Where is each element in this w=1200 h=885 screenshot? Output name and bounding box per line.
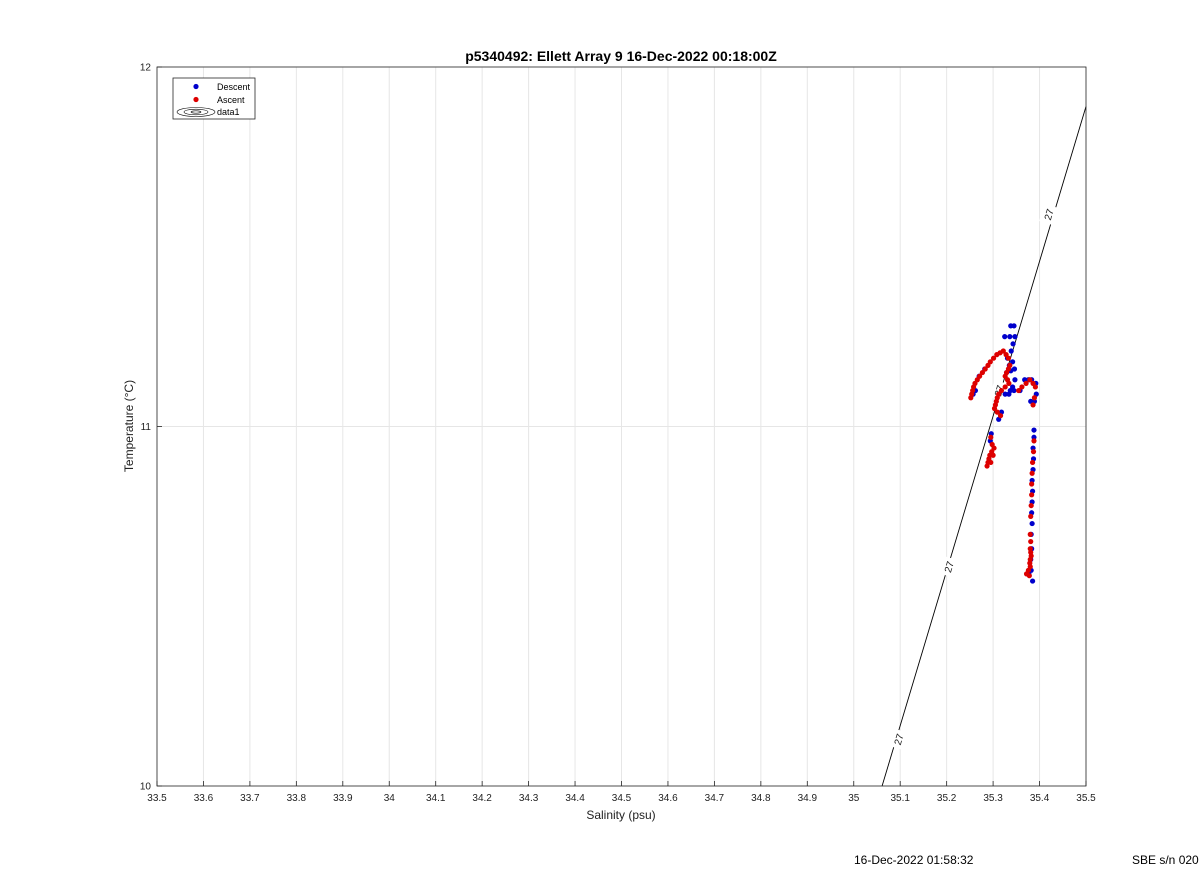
ascent-point — [1028, 502, 1034, 509]
ascent-point — [1028, 538, 1034, 545]
x-tick-label: 33.6 — [194, 793, 214, 804]
contour-label-bg — [939, 556, 958, 578]
ascent-point — [1027, 531, 1033, 537]
ascent-point — [994, 409, 1000, 415]
x-tick-label: 35.1 — [890, 793, 910, 804]
x-tick-label: 34.5 — [612, 793, 632, 804]
ascent-point — [1016, 387, 1022, 394]
y-tick-label: 12 — [140, 63, 152, 74]
descent-point — [1011, 323, 1017, 329]
x-tick-label: 34.3 — [519, 793, 539, 804]
ascent-point — [997, 413, 1004, 419]
x-tick-label: 34.7 — [705, 793, 725, 804]
legend-descent-marker — [193, 83, 199, 90]
x-tick-label: 33.5 — [147, 793, 167, 804]
legend-data1-label: data1 — [217, 107, 240, 117]
grid — [156, 66, 1087, 787]
ascent-point — [1031, 395, 1038, 401]
legend: Descent Ascent data1 — [172, 77, 256, 120]
x-tick-label: 35.3 — [983, 793, 1003, 804]
ascent-point — [988, 434, 994, 440]
ascent-point — [1006, 380, 1012, 386]
x-tick-label: 35.5 — [1076, 793, 1096, 804]
contour-label: 27 — [893, 732, 907, 746]
ascent-point — [1002, 384, 1008, 390]
x-tick-label: 35 — [848, 793, 860, 804]
descent-point — [1002, 334, 1008, 340]
contour-label-bg — [889, 728, 908, 750]
descent-point — [1008, 348, 1014, 354]
x-axis-ticks: 33.5 33.6 33.7 33.8 33.9 34 34.1 34.2 34.3 34.4 34… — [147, 781, 1096, 804]
descent-point — [1029, 578, 1036, 584]
x-tick-label: 33.8 — [287, 793, 307, 804]
legend-box — [172, 77, 256, 120]
ascent-point — [1029, 470, 1035, 476]
ascent-point — [1028, 513, 1034, 519]
ascent-point — [990, 355, 997, 361]
descent-point — [1012, 377, 1018, 383]
y-tick-label: 11 — [141, 422, 152, 433]
ascent-point — [998, 387, 1005, 394]
x-tick-label: 35.2 — [937, 793, 957, 804]
descent-point — [1031, 427, 1037, 433]
y-axis-ticks: 10 11 12 — [140, 63, 162, 793]
x-tick-label: 34 — [384, 793, 396, 804]
y-tick-label: 10 — [140, 782, 152, 793]
ascent-point — [991, 405, 998, 412]
ascent-point — [1029, 492, 1035, 498]
footer-timestamp: 16-Dec-2022 01:58:32 — [854, 853, 974, 867]
x-tick-label: 33.7 — [240, 793, 260, 804]
x-tick-label: 34.9 — [798, 793, 818, 804]
data-points — [968, 323, 1039, 584]
ascent-point — [1032, 384, 1038, 390]
descent-point — [1011, 387, 1017, 394]
ascent-point — [1030, 449, 1037, 455]
ascent-point — [1027, 377, 1033, 383]
x-tick-label: 34.6 — [658, 793, 678, 804]
ascent-point — [979, 369, 986, 376]
legend-contour-icon — [176, 107, 216, 117]
footer-serial: SBE s/n 020 — [1132, 853, 1199, 867]
legend-ascent-marker — [193, 96, 199, 103]
descent-point — [1010, 359, 1016, 365]
ascent-point — [991, 445, 997, 451]
legend-ascent-label: Ascent — [217, 95, 245, 105]
x-axis-label: Salinity (psu) — [586, 808, 655, 822]
ascent-point — [1029, 459, 1036, 466]
ascent-point — [1031, 438, 1037, 444]
ascent-point — [984, 463, 990, 469]
contour-label: 27 — [1043, 207, 1057, 221]
contour-label-bg — [1039, 203, 1058, 226]
ascent-point — [1026, 573, 1032, 579]
ascent-point — [990, 452, 996, 458]
descent-point — [1010, 341, 1016, 347]
ascent-point — [1029, 481, 1035, 487]
descent-point — [1029, 520, 1035, 527]
x-tick-label: 34.1 — [426, 793, 446, 804]
ascent-point — [1005, 355, 1012, 361]
chart-title: p5340492: Ellett Array 9 16-Dec-2022 00:… — [465, 48, 777, 64]
x-tick-label: 34.4 — [565, 793, 585, 804]
ascent-point — [987, 359, 993, 365]
legend-descent-label: Descent — [217, 82, 251, 92]
ascent-point — [982, 366, 988, 372]
ascent-point — [1023, 380, 1029, 386]
ascent-point — [1019, 384, 1025, 390]
ascent-point — [977, 373, 983, 379]
contour-label: 27 — [943, 560, 957, 574]
ascent-point — [988, 459, 994, 466]
descent-point — [1012, 334, 1018, 340]
ascent-point — [1000, 348, 1006, 354]
x-tick-label: 33.9 — [333, 793, 353, 804]
ascent-point — [1030, 402, 1036, 408]
y-axis-label: Temperature (°C) — [122, 380, 136, 472]
x-tick-label: 34.2 — [472, 793, 492, 804]
descent-point — [1006, 391, 1012, 397]
x-tick-label: 34.8 — [751, 793, 771, 804]
descent-point — [1007, 334, 1013, 340]
descent-point — [1031, 434, 1037, 440]
descent-point — [1002, 391, 1008, 397]
x-tick-label: 35.4 — [1030, 793, 1050, 804]
